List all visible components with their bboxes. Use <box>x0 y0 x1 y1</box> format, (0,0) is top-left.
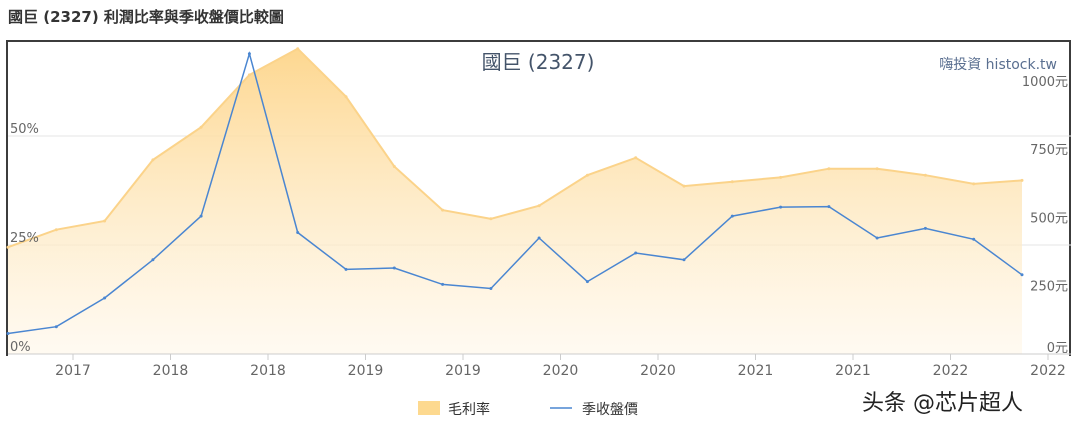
left-tick-label-1: 25% <box>10 231 39 246</box>
x-tick-label-5: 2020 <box>543 363 579 379</box>
right-tick-label-3: 750元 <box>1030 143 1068 158</box>
x-tick-label-6: 2020 <box>640 363 676 379</box>
gross-margin-point-4 <box>199 125 203 129</box>
right-tick-label-4: 1000元 <box>1022 75 1068 90</box>
gross-margin-point-11 <box>537 204 541 208</box>
gross-margin-area-edge <box>7 47 1023 249</box>
legend-label-close-price[interactable]: 季收盤價 <box>582 401 638 418</box>
close-price-point-5 <box>247 52 251 56</box>
gross-margin-point-14 <box>682 184 686 188</box>
gross-margin-area <box>6 47 1024 354</box>
gross-margin-point-5 <box>247 73 251 77</box>
close-price-point-14 <box>682 258 686 262</box>
gross-margin-point-9 <box>441 208 445 212</box>
right-tick-label-1: 250元 <box>1030 280 1068 295</box>
left-tick-label-2: 50% <box>10 122 39 137</box>
watermark-text: 头条 @芯片超人 <box>862 391 1023 416</box>
close-price-point-9 <box>441 282 445 286</box>
close-price-point-19 <box>923 226 927 230</box>
gross-margin-point-10 <box>489 217 493 221</box>
close-price-point-12 <box>585 280 589 284</box>
gross-margin-point-20 <box>972 182 976 186</box>
close-price-point-8 <box>392 266 396 270</box>
close-price-point-0 <box>6 332 10 335</box>
gross-margin-point-7 <box>344 95 348 99</box>
x-tick-label-0: 2017 <box>55 363 91 379</box>
legend-swatch-gross-margin <box>418 401 440 415</box>
gross-margin-point-19 <box>923 173 927 177</box>
close-price-point-10 <box>489 287 493 290</box>
gross-margin-point-12 <box>585 173 589 177</box>
close-price-point-17 <box>827 205 831 209</box>
page-title: 國巨 (2327) 利潤比率與季收盤價比較圖 <box>8 8 284 26</box>
gross-margin-point-13 <box>634 156 638 160</box>
x-tick-label-8: 2021 <box>835 363 871 379</box>
left-tick-label-0: 0% <box>10 340 31 355</box>
close-price-polyline <box>7 50 1023 335</box>
x-tick-label-1: 2018 <box>153 363 189 379</box>
right-axis: 0元 250元 500元 750元 1000元 <box>1022 75 1068 356</box>
close-price-point-18 <box>875 236 879 240</box>
right-tick-label-2: 500元 <box>1030 211 1068 226</box>
gross-margin-point-18 <box>875 167 879 171</box>
close-price-point-2 <box>103 296 107 300</box>
chart-frame <box>6 40 1071 356</box>
gross-margin-point-16 <box>779 175 783 179</box>
gross-margin-point-15 <box>730 180 734 184</box>
x-tick-label-3: 2019 <box>348 363 384 379</box>
close-price-point-13 <box>634 251 638 255</box>
close-price-point-6 <box>296 231 300 234</box>
close-price-point-21 <box>1020 273 1024 277</box>
x-axis: 2017 2018 2018 2019 2019 2020 2020 2021 2021 2022… <box>55 354 1066 379</box>
close-price-point-20 <box>972 237 976 241</box>
chart-title: 國巨 (2327) <box>482 50 595 74</box>
right-tick-label-0: 0元 <box>1047 341 1068 356</box>
close-price-point-4 <box>199 214 203 218</box>
close-price-point-15 <box>730 214 734 218</box>
x-tick-label-7: 2021 <box>738 363 774 379</box>
close-price-line <box>6 50 1024 335</box>
gross-margin-point-21 <box>1020 178 1024 182</box>
source-label[interactable]: 嗨投資 histock.tw <box>939 57 1057 73</box>
left-axis: 0% 25% 50% <box>10 122 39 355</box>
legend: 毛利率 季收盤價 <box>418 401 638 418</box>
close-price-point-7 <box>344 267 348 271</box>
close-price-point-11 <box>537 236 541 240</box>
close-price-point-1 <box>54 325 58 329</box>
gross-margin-point-0 <box>6 245 10 249</box>
legend-label-gross-margin[interactable]: 毛利率 <box>448 401 490 418</box>
gross-margin-point-1 <box>54 228 58 232</box>
x-tick-label-10: 2022 <box>1030 363 1066 379</box>
gross-margin-point-2 <box>103 219 107 223</box>
gross-margin-point-3 <box>151 158 155 162</box>
x-tick-label-4: 2019 <box>445 363 481 379</box>
gross-margin-point-17 <box>827 167 831 171</box>
gross-margin-point-8 <box>392 165 396 168</box>
x-tick-label-9: 2022 <box>933 363 969 379</box>
close-price-point-16 <box>779 205 783 209</box>
x-tick-label-2: 2018 <box>250 363 286 379</box>
gross-margin-area-fill <box>8 48 1022 354</box>
gross-margin-point-6 <box>296 47 300 51</box>
close-price-point-3 <box>151 258 155 262</box>
